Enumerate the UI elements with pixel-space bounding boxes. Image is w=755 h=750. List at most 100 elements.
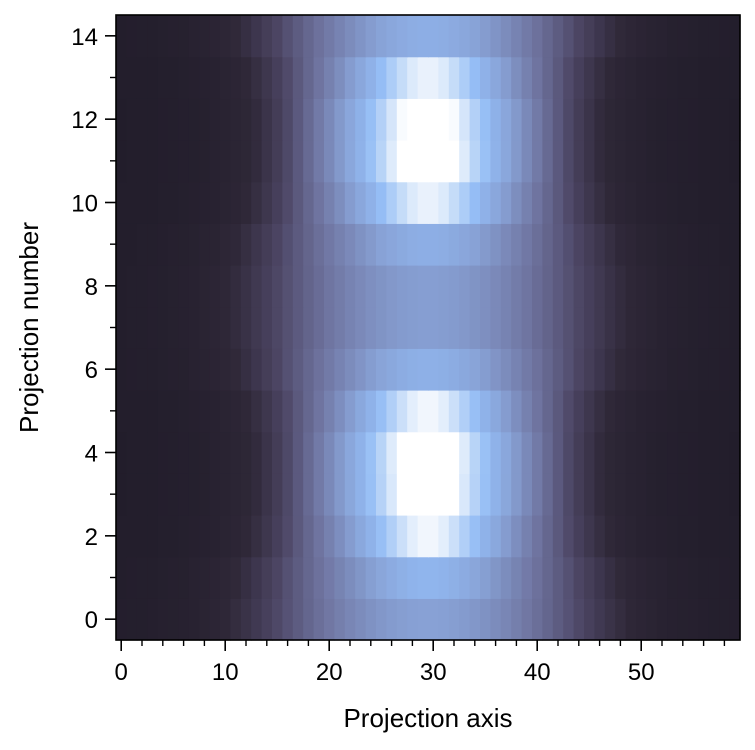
heatmap-cell [459, 98, 471, 141]
heatmap-cell [303, 431, 315, 474]
heatmap-cell [584, 390, 595, 433]
heatmap-cell [480, 15, 491, 58]
heatmap-cell [344, 223, 356, 266]
heatmap-cell [168, 306, 179, 349]
heatmap-cell [396, 348, 408, 391]
heatmap-cell [178, 15, 190, 58]
heatmap-cell [178, 265, 190, 308]
heatmap-cell [584, 306, 595, 349]
heatmap-cell [168, 390, 179, 433]
heatmap-cell [365, 515, 377, 558]
heatmap-cell [136, 515, 148, 558]
heatmap-cell [563, 140, 575, 183]
heatmap-cell [688, 56, 699, 99]
heatmap-cell [209, 140, 221, 183]
heatmap-cell [656, 223, 668, 266]
heatmap-cell [157, 56, 169, 99]
heatmap-cell [688, 181, 699, 224]
heatmap-cell [355, 181, 367, 224]
heatmap-cell [251, 306, 263, 349]
heatmap-cell [448, 140, 460, 183]
heatmap-cell [376, 390, 387, 433]
heatmap-cell [729, 140, 741, 183]
heatmap-cell [677, 223, 689, 266]
heatmap-cell [282, 390, 294, 433]
heatmap-cell [469, 390, 481, 433]
heatmap-cell [407, 181, 419, 224]
heatmap-cell [272, 56, 283, 99]
heatmap-cell [532, 15, 543, 58]
heatmap-cell [417, 181, 429, 224]
heatmap-cell [729, 181, 741, 224]
heatmap-cell [292, 390, 304, 433]
heatmap-cell [292, 98, 304, 141]
heatmap-cell [490, 98, 502, 141]
heatmap-cell [126, 515, 138, 558]
heatmap-cell [344, 556, 356, 599]
heatmap-cell [199, 140, 211, 183]
heatmap-cell [532, 390, 543, 433]
heatmap-cell [147, 556, 159, 599]
heatmap-cell [199, 223, 211, 266]
heatmap-cell [594, 98, 606, 141]
heatmap-cell [344, 306, 356, 349]
heatmap-cell [344, 56, 356, 99]
heatmap-cell [552, 431, 564, 474]
heatmap-cell [469, 265, 481, 308]
heatmap-cell [542, 390, 554, 433]
heatmap-cell [199, 98, 211, 141]
heatmap-cell [459, 390, 471, 433]
heatmap-cell [136, 15, 148, 58]
heatmap-cell [147, 598, 159, 641]
heatmap-cell [448, 556, 460, 599]
heatmap-cell [573, 515, 585, 558]
heatmap-cell [708, 140, 720, 183]
x-tick-label: 50 [628, 659, 655, 686]
heatmap-cell [656, 15, 668, 58]
heatmap-cell [355, 223, 367, 266]
heatmap-cell [178, 390, 190, 433]
heatmap-cell [428, 598, 439, 641]
heatmap-cell [334, 140, 346, 183]
heatmap-cell [469, 306, 481, 349]
heatmap-cell [594, 515, 606, 558]
heatmap-cell [157, 515, 169, 558]
heatmap-cell [376, 431, 387, 474]
heatmap-cell [282, 223, 294, 266]
heatmap-cell [428, 306, 439, 349]
heatmap-cell [729, 265, 741, 308]
heatmap-cell [303, 56, 315, 99]
heatmap-cell [116, 140, 127, 183]
heatmap-cell [459, 181, 471, 224]
heatmap-cell [438, 306, 450, 349]
heatmap-cell [563, 515, 575, 558]
heatmap-cell [604, 140, 616, 183]
heatmap-cell [667, 223, 679, 266]
heatmap-cell [365, 431, 377, 474]
heatmap-cell [729, 598, 741, 641]
heatmap-cell [168, 140, 179, 183]
heatmap-cell [157, 473, 169, 516]
heatmap-cell [490, 431, 502, 474]
heatmap-cell [625, 98, 637, 141]
heatmap-cell [542, 98, 554, 141]
heatmap-cell [615, 473, 627, 516]
heatmap-cell [240, 15, 252, 58]
heatmap-cell [594, 473, 606, 516]
heatmap-cell [126, 265, 138, 308]
heatmap-cell [552, 598, 564, 641]
heatmap-cell [407, 223, 419, 266]
heatmap-cell [428, 98, 439, 141]
heatmap-cell [136, 431, 148, 474]
heatmap-cell [573, 56, 585, 99]
heatmap-cell [334, 348, 346, 391]
heatmap-cell [563, 390, 575, 433]
heatmap-cell [282, 556, 294, 599]
heatmap-cell [272, 515, 283, 558]
heatmap-cell [240, 181, 252, 224]
heatmap-cell [324, 265, 335, 308]
heatmap-cell [438, 390, 450, 433]
heatmap-cell [272, 348, 283, 391]
heatmap-cell [188, 223, 200, 266]
heatmap-cell [604, 223, 616, 266]
